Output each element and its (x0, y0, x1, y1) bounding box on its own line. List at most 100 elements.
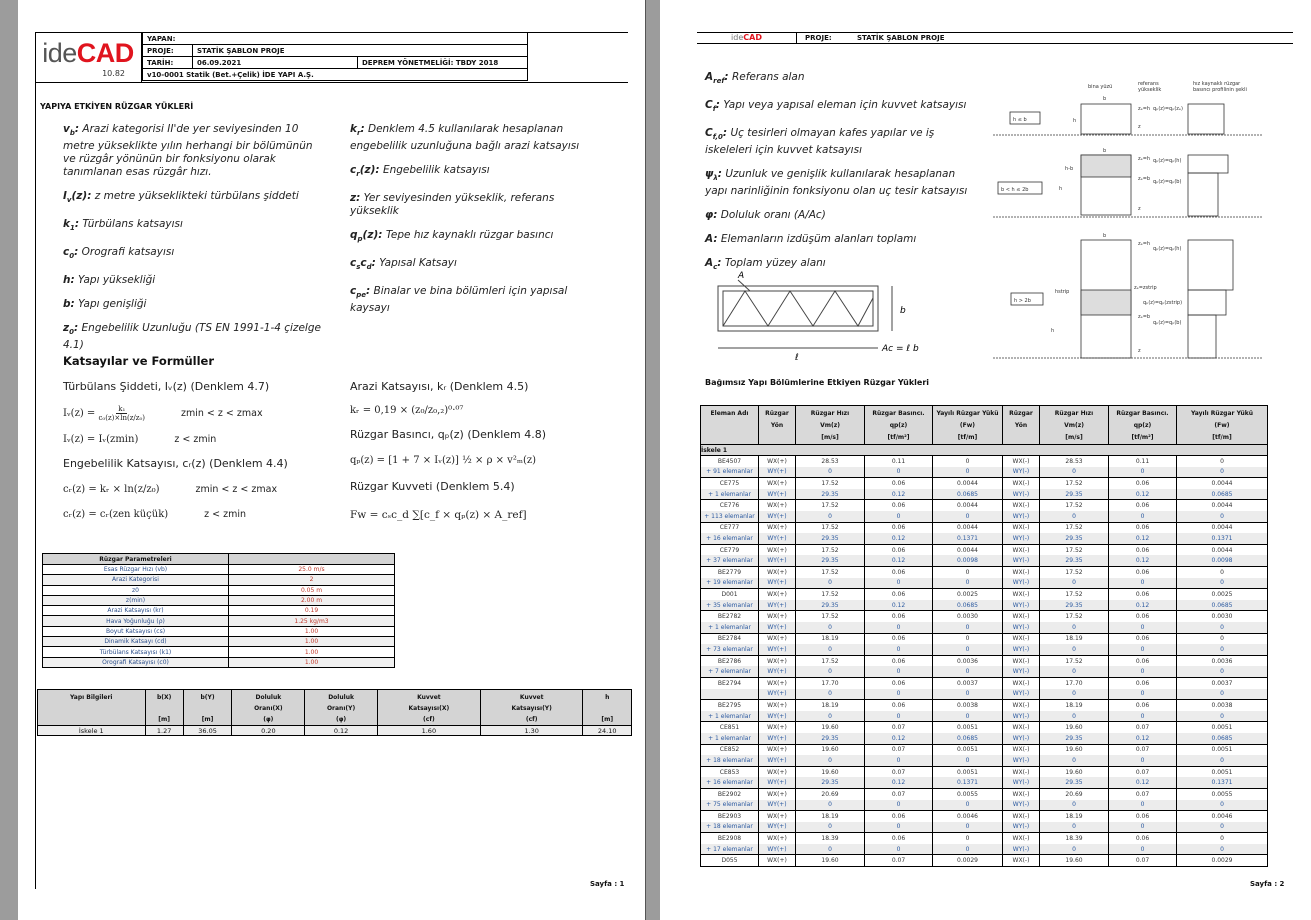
direction: WY(-) (1002, 644, 1040, 656)
table-row: CE851 WX(+) 19.60 0.07 0.0051 WX(-) 19.60 0.07 0… (700, 721, 1268, 733)
param-value: 0.19 (228, 605, 395, 617)
value-cell: 0.12 (1108, 599, 1177, 611)
definition-item: kr: Denklem 4.5 kullanılarak hesaplanan … (350, 123, 600, 153)
section-title: YAPIYA ETKİYEN RÜZGAR YÜKLERİ (40, 102, 194, 111)
value-cell: 0 (795, 577, 865, 589)
value-cell: 0.0044 (1176, 543, 1268, 556)
value-cell: 0 (1176, 755, 1268, 767)
table-row: + 37 elemanlar WY(+) 29.35 0.12 0.0098 WY(-) 2… (700, 555, 1268, 567)
definition-subscript: 0 (69, 328, 74, 337)
truss-diagram: A b ℓ Ac = ℓ b (717, 271, 919, 363)
direction: WX(+) (758, 521, 796, 534)
header-line: [tf/m] (1212, 434, 1232, 441)
element-count: + 1 elemanlar (700, 488, 759, 500)
value-cell: 0 (1176, 577, 1268, 589)
direction: WY(+) (758, 821, 796, 833)
value-cell: 0 (1176, 511, 1268, 523)
param-value: 0.05 m (228, 584, 395, 596)
value-cell: 0.0051 (1176, 721, 1268, 733)
param-name: z0 (42, 584, 229, 596)
header-line: Yön (1014, 422, 1028, 429)
value-cell: 0.0685 (932, 732, 1003, 745)
value-cell: 29.35 (1039, 555, 1109, 567)
header-line: [tf/m] (957, 434, 978, 441)
value-cell: 0 (1176, 843, 1268, 855)
definition-colon: : (717, 257, 722, 270)
table-header: Rüzgar Hızı Vm(z) [m/s] (795, 405, 865, 445)
header-line: b(Y) (200, 694, 215, 701)
value-cell: 20.69 (1039, 787, 1109, 800)
element-name: BE2794 (700, 676, 759, 689)
diagram-label: zₑ=h (1138, 106, 1150, 112)
value-cell: 0 (932, 622, 1003, 634)
value-cell: 29.35 (795, 555, 865, 567)
value-cell: 0.06 (1108, 632, 1177, 645)
value-cell: 0.06 (1108, 588, 1177, 600)
header-line: Yön (770, 422, 784, 429)
direction: WY(+) (758, 688, 796, 700)
definition-colon: : (74, 246, 79, 259)
direction: WY(+) (758, 644, 796, 656)
value-cell: 0.11 (864, 455, 933, 467)
table-row: BE2782 WX(+) 17.52 0.06 0.0030 WX(-) 17.52 0.06… (700, 610, 1268, 622)
label-ac: Ac = ℓ b (881, 344, 919, 354)
element-count: + 73 elemanlar (700, 644, 759, 656)
value-cell: 18.39 (1039, 832, 1109, 844)
header-line (701, 420, 758, 432)
definition-subscript: d (366, 263, 372, 272)
param-value: 1.00 (228, 636, 395, 648)
turbulence-formula-2: Iᵥ(z) = Iᵥ(zmin) z < zmin (63, 434, 217, 445)
direction: WX(-) (1002, 654, 1040, 667)
value-cell: 0.06 (864, 588, 933, 600)
table-row: WY(+) 0 0 0 WY(-) 0 0 0 (700, 688, 1268, 700)
header-line (184, 703, 232, 714)
header-line: Oranı(X) (254, 705, 283, 712)
direction: WY(-) (1002, 511, 1040, 523)
diagram-label: qₚ(z)=qₚ(zₑ) (1153, 106, 1183, 112)
table-row: BE4507 WX(+) 28.53 0.11 0 WX(-) 28.53 0.11 0 (700, 455, 1268, 467)
definition-text: Yapı genişliği (78, 298, 147, 311)
value-cell: 0.0038 (1176, 699, 1268, 711)
header-line: [tf/m²] (887, 434, 910, 441)
value-cell: 0.06 (864, 521, 933, 534)
direction: WX(-) (1002, 787, 1040, 800)
diagram-label: zₑ=b (1138, 314, 1150, 320)
element-count: + 1 elemanlar (700, 622, 759, 634)
header-line: [tf/m²] (1131, 434, 1154, 441)
value-cell: 0 (932, 755, 1003, 767)
value-cell: 0.0030 (932, 610, 1003, 622)
definitions: Aref: Referans alan Cf: Yapı veya yapısal… (705, 71, 980, 285)
table-row: BE2902 WX(+) 20.69 0.07 0.0055 WX(-) 20.69 0.07… (700, 787, 1268, 800)
table-header: Rüzgar Yön (1002, 405, 1040, 445)
header-line: b(X) (156, 694, 172, 701)
value-cell: 29.35 (795, 488, 865, 500)
page-number: Sayfa : 2 (1250, 880, 1285, 888)
definition-term: z (350, 192, 357, 205)
header-line: Doluluk (255, 694, 282, 701)
value-cell: 18.19 (1039, 699, 1109, 711)
element-name: BE2902 (700, 787, 759, 800)
definition-item: cr(z): Engebelilik katsayısı (350, 164, 600, 181)
direction: WX(-) (1002, 477, 1040, 489)
header-line (38, 714, 145, 725)
value-cell: 0 (1108, 622, 1177, 634)
table-row: BE2794 WX(+) 17.70 0.06 0.0037 WX(-) 17.70 0.06… (700, 676, 1268, 689)
element-count: + 16 elemanlar (700, 533, 759, 545)
element-count: + 18 elemanlar (700, 755, 759, 767)
element-name: CE775 (700, 477, 759, 489)
definition-term: k (350, 123, 357, 135)
table-row: + 113 elemanlar WY(+) 0 0 0 WY(-) 0 0 0 (700, 511, 1268, 523)
direction: WY(-) (1002, 488, 1040, 500)
value-cell: 19.60 (795, 765, 865, 778)
diagram-label: yükseklik (1138, 87, 1161, 93)
param-value: 1.00 (228, 646, 395, 658)
value-cell: 0.07 (864, 721, 933, 733)
value-cell: 0.0044 (1176, 477, 1268, 489)
value-cell: 0.0037 (932, 676, 1003, 689)
value-cell: 0 (1108, 843, 1177, 855)
element-name: BE2779 (700, 566, 759, 578)
value-cell: 17.52 (1039, 521, 1109, 534)
turbulence-formula: Iᵥ(z) = k₁ c₀(z)×ln(z/z₀) zmin < z < zmax (63, 405, 263, 422)
diagram-label: h (1051, 328, 1054, 334)
